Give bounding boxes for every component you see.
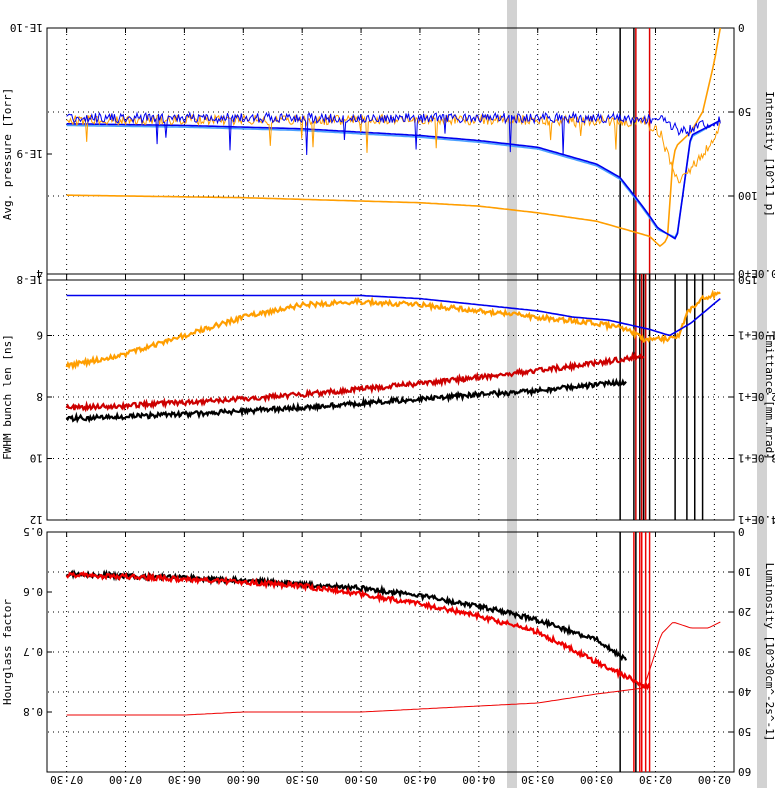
y-axis-label: Emittance [mm.mrad] — [763, 334, 775, 460]
y-axis-label: Intensity [10^11 p] — [763, 91, 775, 217]
series-line-intensity-4 — [66, 111, 721, 156]
y2-tick-label: 1E-9 — [17, 147, 44, 160]
y-tick-label: 4.0E+1 — [738, 513, 775, 526]
y-tick-label: 3.0E+1 — [738, 452, 775, 465]
series-line-emittance-2 — [65, 289, 721, 371]
panel-separator — [757, 0, 767, 788]
series-line-emittance-0 — [65, 377, 627, 424]
y-tick-label: 0 — [738, 21, 745, 34]
y2-tick-label: 10 — [30, 452, 43, 465]
y-tick-label: 1.0E+1 — [738, 329, 775, 342]
y-tick-label: 50 — [738, 105, 751, 118]
x-tick-label: 04:30 — [403, 773, 436, 786]
y2-tick-label: 4 — [36, 267, 43, 280]
series-line-luminosity-1 — [65, 570, 651, 691]
y-tick-label: 30 — [738, 645, 751, 658]
chart-panel-intensity: 150 100 50 0 1E-8 1E-9 1E-10 Intensity [10^11 p… — [1, 21, 775, 286]
y2-tick-label: 0.5 — [23, 525, 43, 538]
y-tick-label: 150 — [738, 273, 758, 286]
y-tick-label: 50 — [738, 725, 751, 738]
y-tick-label: 20 — [738, 605, 751, 618]
y-tick-label: 0.0E+0 — [738, 267, 775, 280]
x-tick-label: 06:00 — [227, 773, 260, 786]
y-tick-label: 60 — [738, 765, 751, 778]
y2-tick-label: 1E-10 — [10, 21, 43, 34]
series-line-luminosity-2 — [66, 621, 721, 716]
x-tick-label: 07:00 — [109, 773, 142, 786]
x-tick-label: 05:30 — [286, 773, 319, 786]
x-tick-label: 06:30 — [168, 773, 201, 786]
y2-tick-label: 1E-8 — [17, 273, 44, 286]
series-line-emittance-1 — [65, 351, 645, 413]
y2-tick-label: 8 — [36, 390, 43, 403]
series-line-intensity-0 — [66, 28, 722, 248]
y2-axis-label: Avg. pressure [Torr] — [1, 88, 14, 220]
y-axis-label: Luminosity [10^30cm^-2s^-1] — [763, 563, 775, 742]
y2-tick-label: 0.7 — [23, 645, 43, 658]
y-tick-label: 40 — [738, 685, 751, 698]
series-line-intensity-2 — [66, 119, 721, 240]
x-tick-label: 02:30 — [639, 773, 672, 786]
y2-tick-label: 0.8 — [23, 705, 43, 718]
y2-tick-label: 0.6 — [23, 585, 43, 598]
x-tick-label: 02:00 — [698, 773, 731, 786]
y2-axis-label: Hourglass factor — [1, 599, 14, 705]
y2-tick-label: 12 — [30, 513, 43, 526]
y-tick-label: 10 — [738, 565, 751, 578]
y-tick-label: 2.0E+1 — [738, 390, 775, 403]
chart-panel-emittance: 4.0E+1 3.0E+1 2.0E+1 1.0E+1 0.0E+0 12 10 8 6 4 Emi… — [1, 267, 775, 526]
x-tick-label: 05:00 — [344, 773, 377, 786]
series-line-emittance-3 — [66, 294, 721, 337]
y-tick-label: 0 — [738, 525, 745, 538]
x-tick-label: 03:00 — [580, 773, 613, 786]
y-tick-label: 100 — [738, 189, 758, 202]
chart-panel-luminosity: 02:00 02:30 03:00 03:30 04:00 04:30 05:00 05:30… — [1, 525, 775, 786]
y2-axis-label: FWHM bunch len [ns] — [1, 334, 14, 460]
series-line-intensity-1 — [66, 119, 721, 239]
y2-tick-label: 6 — [36, 329, 43, 342]
x-tick-label: 04:00 — [462, 773, 495, 786]
x-tick-label: 07:30 — [50, 773, 83, 786]
x-tick-label: 03:30 — [521, 773, 554, 786]
